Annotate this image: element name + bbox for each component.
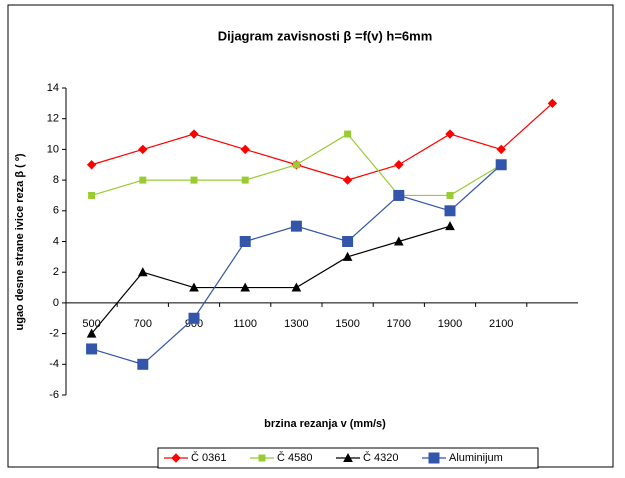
marker xyxy=(445,129,455,139)
series-line xyxy=(91,225,451,334)
marker xyxy=(342,175,353,185)
marker xyxy=(393,236,404,246)
marker xyxy=(190,176,198,184)
y-tick-label: 8 xyxy=(53,174,59,186)
marker xyxy=(292,161,300,169)
y-tick-label: 12 xyxy=(47,113,59,125)
legend-label: Č 0361 xyxy=(191,451,226,464)
marker xyxy=(137,267,148,277)
marker xyxy=(291,282,302,292)
legend-label: Aluminijum xyxy=(449,452,503,464)
marker xyxy=(88,191,96,199)
x-tick-label: 700 xyxy=(134,318,152,330)
x-tick-label: 1700 xyxy=(387,318,411,330)
marker xyxy=(86,160,97,170)
marker xyxy=(189,282,199,292)
marker xyxy=(239,236,251,247)
legend: Č 0361 Č 4580 Č 4320 Aluminijum xyxy=(157,447,539,469)
chart-title: Dijagram zavisnosti β =f(v) h=6mm xyxy=(218,28,433,43)
y-tick-label: 6 xyxy=(53,205,59,217)
marker xyxy=(240,282,251,292)
x-tick-label: 1300 xyxy=(284,318,308,330)
marker xyxy=(171,453,181,463)
marker xyxy=(394,160,404,170)
y-tick-label: 2 xyxy=(53,266,59,278)
y-tick-label: -4 xyxy=(49,358,59,370)
marker xyxy=(344,130,352,138)
marker xyxy=(138,144,148,155)
marker xyxy=(137,358,149,370)
marker xyxy=(290,220,302,232)
marker xyxy=(240,144,250,155)
marker xyxy=(139,176,147,184)
x-tick-label: 2100 xyxy=(489,318,513,330)
marker xyxy=(496,144,506,155)
marker xyxy=(428,452,440,464)
x-tick-label: 1500 xyxy=(335,318,359,330)
y-axis-label: ugao desne strane ivice reza β ( º) xyxy=(14,153,26,330)
y-tick-label: -2 xyxy=(49,328,59,340)
marker xyxy=(86,343,98,355)
x-tick-label: 1900 xyxy=(438,318,462,330)
chart-border xyxy=(7,4,614,468)
y-tick-label: 4 xyxy=(53,235,59,247)
legend-label: Č 4320 xyxy=(363,451,398,464)
marker xyxy=(495,159,507,171)
y-tick-label: 14 xyxy=(47,82,59,94)
marker xyxy=(342,236,354,247)
legend-label: Č 4580 xyxy=(277,451,312,464)
marker xyxy=(258,454,266,462)
marker xyxy=(342,251,353,261)
marker xyxy=(343,452,353,462)
x-tick-label: 1100 xyxy=(233,318,257,330)
marker xyxy=(188,312,200,324)
x-tick-label: 500 xyxy=(82,318,100,330)
y-tick-label: 0 xyxy=(53,297,59,309)
x-axis-label: brzina rezanja v (mm/s) xyxy=(264,418,386,430)
marker xyxy=(445,221,455,231)
marker xyxy=(444,205,456,217)
marker xyxy=(446,191,454,199)
series-line xyxy=(91,102,553,181)
y-tick-label: -6 xyxy=(49,389,59,401)
marker xyxy=(86,328,97,338)
marker xyxy=(241,176,249,184)
y-tick-label: 10 xyxy=(47,143,59,155)
marker xyxy=(189,129,199,139)
marker xyxy=(393,189,405,201)
marker xyxy=(547,98,558,109)
